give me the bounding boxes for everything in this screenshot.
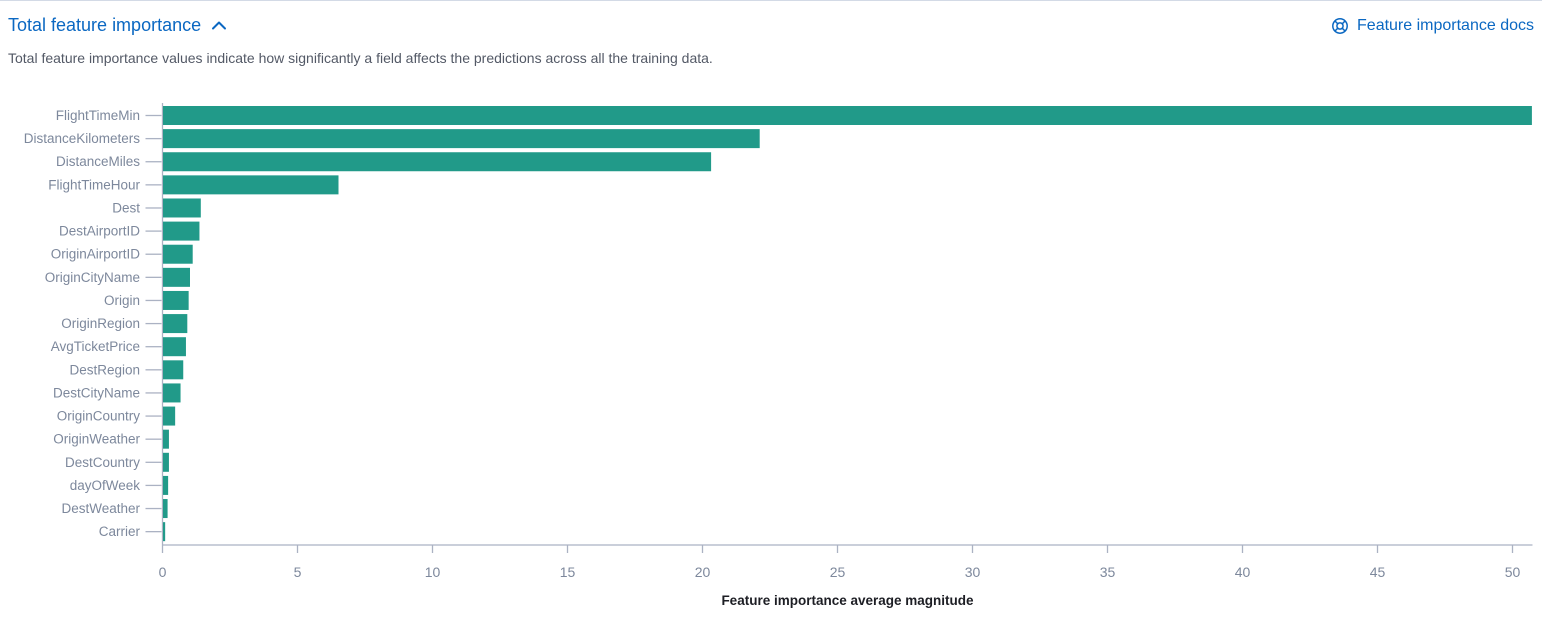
category-label: OriginCityName: [45, 270, 140, 285]
category-label: DestWeather: [61, 501, 140, 516]
bar: [163, 452, 169, 472]
x-tick-label: 35: [1100, 564, 1116, 580]
panel-header: Total feature importance Feature importa…: [0, 1, 1542, 36]
bar: [163, 499, 168, 519]
feature-importance-chart: FlightTimeMin DistanceKilometers DistanceM…: [0, 91, 1542, 619]
category-label: dayOfWeek: [70, 478, 141, 493]
category-label: Origin: [104, 293, 140, 308]
x-tick-label: 20: [695, 564, 711, 580]
bar: [163, 106, 1532, 125]
bar: [163, 360, 184, 380]
bar: [163, 129, 760, 149]
section-title: Total feature importance: [8, 15, 202, 35]
x-tick-label: 0: [159, 564, 167, 580]
category-label: DestCityName: [53, 385, 140, 400]
x-tick-label: 45: [1370, 564, 1386, 580]
bar: [163, 175, 339, 195]
chart-svg: FlightTimeMin DistanceKilometers DistanceM…: [24, 103, 1533, 608]
bar: [163, 290, 189, 310]
bar: [163, 267, 190, 287]
category-label: DistanceMiles: [56, 154, 140, 169]
category-label: DestAirportID: [59, 224, 140, 239]
category-label: FlightTimeHour: [48, 177, 140, 192]
x-tick-label: 10: [425, 564, 441, 580]
docs-link-label: Feature importance docs: [1357, 16, 1534, 34]
category-label: DestCountry: [65, 455, 140, 470]
x-tick-label: 5: [294, 564, 302, 580]
bar: [163, 522, 166, 542]
bar: [163, 152, 712, 172]
category-label: OriginAirportID: [51, 247, 141, 262]
category-label: FlightTimeMin: [56, 108, 140, 123]
chevron-up-icon: [212, 21, 227, 29]
x-tick-label: 40: [1235, 564, 1251, 580]
bar: [163, 244, 193, 264]
x-tick-label: 30: [965, 564, 981, 580]
x-tick-label: 15: [560, 564, 576, 580]
bar: [163, 429, 169, 449]
x-tick-label: 25: [830, 564, 846, 580]
bar: [163, 406, 176, 426]
x-tick-label: 50: [1505, 564, 1521, 580]
category-label: Carrier: [99, 524, 141, 539]
section-description: Total feature importance values indicate…: [8, 50, 713, 66]
category-label: AvgTicketPrice: [51, 339, 140, 354]
category-label: DistanceKilometers: [24, 131, 141, 146]
x-axis-title: Feature importance average magnitude: [721, 593, 974, 608]
help-icon: [1332, 17, 1348, 34]
category-label: DestRegion: [69, 362, 140, 377]
category-label: OriginCountry: [57, 409, 141, 424]
category-label: Dest: [112, 200, 140, 215]
feature-importance-docs-link[interactable]: Feature importance docs: [1331, 17, 1534, 35]
bar: [163, 314, 188, 334]
bar: [163, 221, 200, 241]
category-label: OriginRegion: [61, 316, 140, 331]
bar: [163, 475, 169, 495]
bar: [163, 198, 201, 218]
bar: [163, 383, 181, 403]
category-label: OriginWeather: [53, 432, 140, 447]
bar: [163, 337, 186, 357]
section-collapse-toggle[interactable]: Total feature importance: [8, 15, 227, 36]
